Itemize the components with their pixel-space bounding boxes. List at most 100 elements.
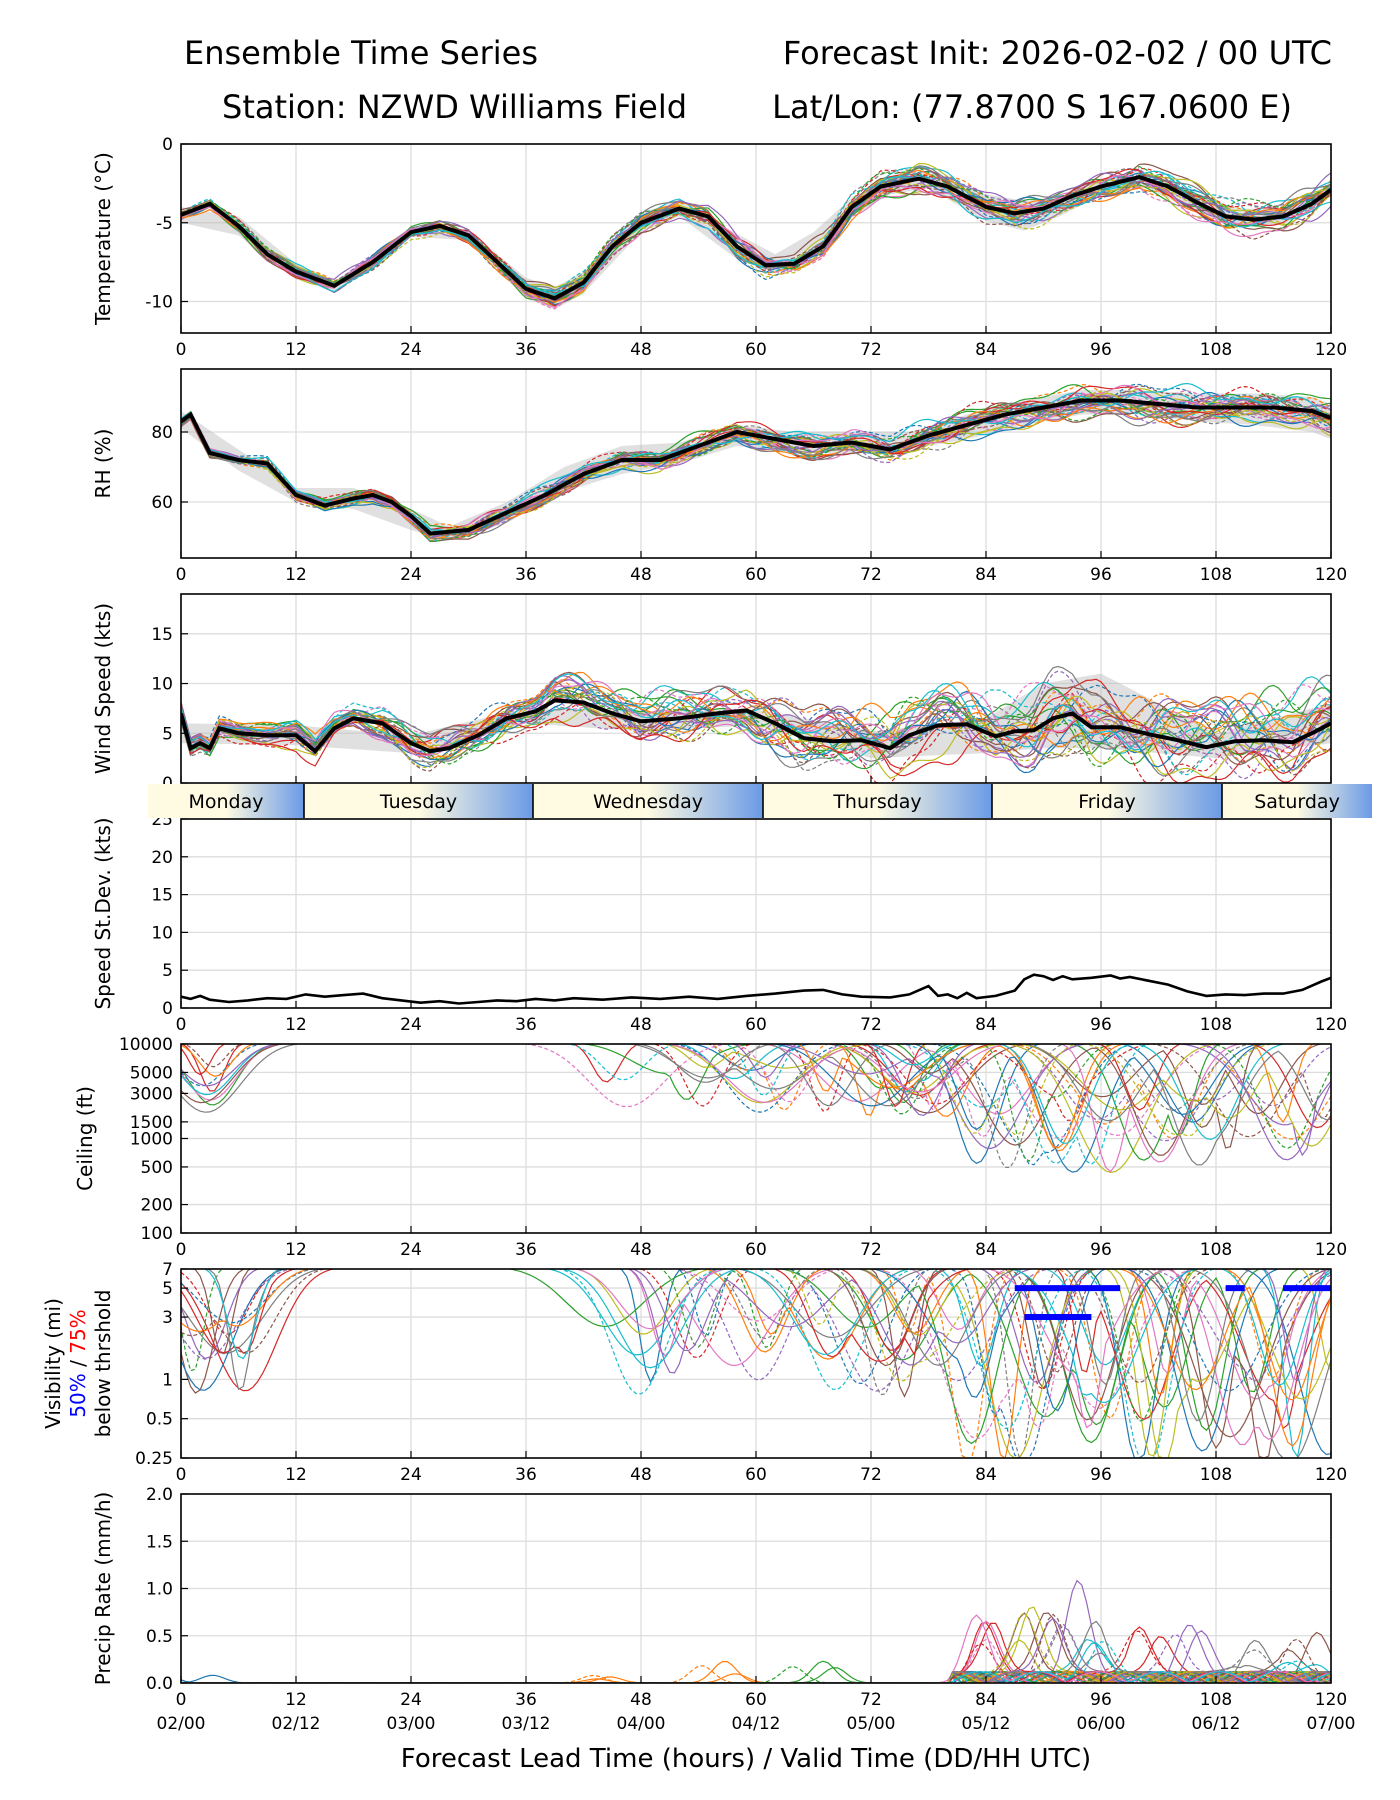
- y-tick-label: 10: [151, 675, 173, 695]
- ensemble-member-line: [181, 677, 1331, 763]
- y-tick-label: 100: [141, 1224, 173, 1244]
- day-label: Tuesday: [379, 791, 457, 813]
- ensemble-member-line: [181, 170, 1331, 296]
- x-tick-label: 72: [860, 1015, 882, 1035]
- y-tick-label: 5: [162, 1279, 173, 1299]
- x-tick-label: 120: [1315, 565, 1347, 585]
- gridlines: [180, 818, 1332, 1009]
- ensemble-member-line: [181, 1614, 1331, 1683]
- x-tick-label: 0: [176, 1465, 187, 1485]
- ensemble-member-line: [181, 673, 1331, 754]
- x-tick-label: 108: [1200, 1690, 1232, 1710]
- panel-visibility: 75 3 1 0.5 0.250 12 24 36 48 60 72 84 96 108 120 Visibi…: [41, 1260, 1347, 1485]
- x-tick-label: 36: [515, 1015, 537, 1035]
- y-axis-label: Ceiling (ft): [73, 1086, 97, 1191]
- y-tick-label: 7: [162, 1260, 173, 1280]
- threshold-pct-label: 50% / 75%: [66, 1309, 90, 1417]
- ensemble-member-line: [181, 1269, 1331, 1447]
- ensemble-member-line: [181, 676, 1331, 762]
- ensemble-member-line: [181, 1613, 1331, 1683]
- x-tick-label: 48: [630, 1465, 652, 1485]
- x-tick-label: 96: [1090, 1015, 1112, 1035]
- day-segment: Wednesday: [532, 784, 763, 818]
- ensemble-member-line: [181, 1269, 1331, 1438]
- x-tick-label: 24: [400, 1015, 422, 1035]
- station-latlon: Lat/Lon: (77.8700 S 167.0600 E): [772, 88, 1292, 126]
- ensemble-member-line: [181, 181, 1331, 300]
- y-tick-label: 0.5: [146, 1627, 173, 1647]
- gridlines: [180, 1493, 1332, 1684]
- valid-time-label: 06/12: [1192, 1714, 1241, 1734]
- y-tick-label: 0: [162, 999, 173, 1019]
- figure-title: Ensemble Time Series: [184, 34, 538, 72]
- day-segment: Monday: [148, 784, 304, 818]
- x-tick-label: 48: [630, 1015, 652, 1035]
- ensemble-member-line: [521, 1044, 1227, 1139]
- day-segment: Saturday: [1221, 784, 1372, 818]
- day-of-week-band: Monday Tuesday Wednesday Thursday Friday Satu…: [148, 784, 1372, 818]
- valid-time-label: 05/12: [962, 1714, 1011, 1734]
- panel-wind-speed: 15105001224364860728496108120Wind Speed …: [91, 593, 1347, 810]
- x-tick-label: 60: [745, 565, 767, 585]
- x-tick-label: 36: [515, 1690, 537, 1710]
- x-tick-label: 24: [400, 1690, 422, 1710]
- x-tick-label: 36: [515, 1465, 537, 1485]
- day-label: Saturday: [1254, 791, 1340, 813]
- x-tick-label: 48: [630, 340, 652, 360]
- valid-time-label: 02/00: [157, 1714, 206, 1734]
- y-tick-label: 1.5: [146, 1532, 173, 1552]
- x-tick-label: 60: [745, 1465, 767, 1485]
- y-tick-label: 500: [141, 1158, 173, 1178]
- ensemble-member-line: [1003, 1044, 1331, 1142]
- x-tick-label: 0: [176, 1015, 187, 1035]
- x-tick-label: 24: [400, 340, 422, 360]
- valid-time-label: 07/00: [1307, 1714, 1356, 1734]
- valid-time-label: 05/00: [847, 1714, 896, 1734]
- ensemble-member-line: [181, 665, 1331, 764]
- ensemble-member-line: [181, 1269, 1331, 1392]
- day-segment: Tuesday: [303, 784, 533, 818]
- panel-relative-humidity: 80 60 0 12 24 36 48 60 72 84 96 108 120 RH (%): [91, 368, 1347, 585]
- y-tick-label: -5: [156, 214, 173, 234]
- x-tick-label: 24: [400, 1240, 422, 1260]
- x-tick-label: 0: [176, 340, 187, 360]
- x-tick-label: 84: [975, 1465, 997, 1485]
- ensemble-member-line: [181, 1630, 1331, 1683]
- ensemble-member-line: [662, 1044, 1244, 1173]
- x-tick-label: 84: [975, 565, 997, 585]
- ensemble-member-line: [674, 1269, 1197, 1440]
- x-axis-label: Forecast Lead Time (hours) / Valid Time …: [401, 1744, 1091, 1774]
- ensemble-member-line: [546, 1269, 1331, 1458]
- y-tick-label: 15: [151, 886, 173, 906]
- y-tick-label: 1000: [130, 1130, 173, 1150]
- x-tick-label: 36: [515, 1240, 537, 1260]
- ensemble-member-line: [880, 1269, 1321, 1458]
- ensemble-member-line: [181, 1044, 965, 1096]
- x-tick-label: 48: [630, 1240, 652, 1260]
- x-tick-label: 72: [860, 340, 882, 360]
- x-tick-label: 48: [630, 565, 652, 585]
- y-tick-label: 10: [151, 923, 173, 943]
- ensemble-member-line: [579, 1044, 1223, 1161]
- x-tick-label: 96: [1090, 1690, 1112, 1710]
- x-tick-label: 72: [860, 1240, 882, 1260]
- y-tick-label: 5000: [130, 1063, 173, 1083]
- valid-time-label: 03/00: [387, 1714, 436, 1734]
- ensemble-member-line: [181, 172, 1331, 301]
- speed-stdev-line: [181, 973, 1331, 1005]
- x-tick-label: 72: [860, 565, 882, 585]
- day-label: Monday: [188, 791, 263, 813]
- x-tick-label: 96: [1090, 340, 1112, 360]
- y-tick-label: -10: [145, 293, 173, 313]
- ensemble-member-line: [181, 1044, 1183, 1111]
- ensemble-member-line: [181, 1269, 1199, 1422]
- ensemble-member-line: [181, 1620, 1331, 1683]
- x-tick-label: 60: [745, 1240, 767, 1260]
- y-tick-label: 0: [162, 135, 173, 155]
- x-tick-label: 120: [1315, 1690, 1347, 1710]
- x-tick-label: 108: [1200, 1015, 1232, 1035]
- x-tick-label: 60: [745, 1690, 767, 1710]
- y-axis-label: Wind Speed (kts): [91, 603, 115, 774]
